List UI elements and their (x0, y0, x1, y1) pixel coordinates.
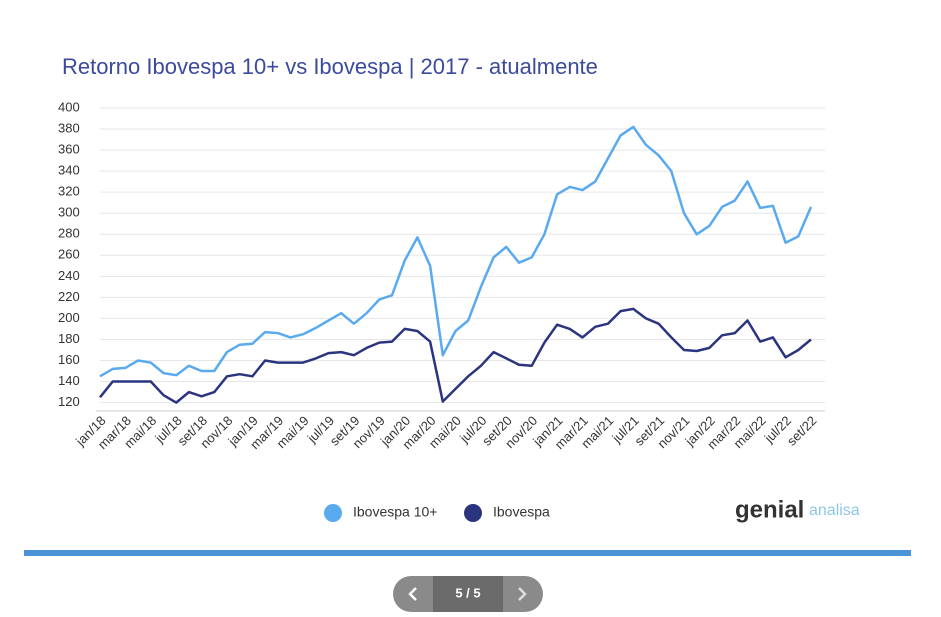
page-number: 5 / 5 (455, 585, 480, 600)
series-line (99, 125, 813, 378)
brand-name: genial (735, 496, 804, 523)
y-tick-label: 120 (58, 394, 80, 409)
y-tick-label: 360 (58, 142, 80, 157)
y-tick-label: 340 (58, 163, 80, 178)
legend-label: Ibovespa 10+ (353, 504, 437, 520)
brand-suffix: analisa (809, 502, 860, 519)
next-button[interactable] (518, 587, 527, 601)
y-tick-label: 260 (58, 247, 80, 262)
legend-marker (324, 504, 342, 522)
chart-title: Retorno Ibovespa 10+ vs Ibovespa | 2017 … (62, 54, 598, 79)
y-tick-label: 300 (58, 205, 80, 220)
y-tick-label: 140 (58, 373, 80, 388)
x-tick-label: set/22 (784, 413, 820, 449)
y-tick-label: 280 (58, 226, 80, 241)
y-tick-label: 380 (58, 120, 80, 135)
y-tick-label: 160 (58, 352, 80, 367)
prev-button[interactable] (408, 587, 417, 601)
series-line (99, 307, 812, 404)
y-tick-label: 220 (58, 289, 80, 304)
divider (24, 550, 911, 556)
y-tick-label: 180 (58, 331, 80, 346)
page-indicator (433, 576, 503, 612)
y-tick-label: 200 (58, 310, 80, 325)
legend-label: Ibovespa (493, 504, 550, 520)
y-tick-label: 400 (58, 99, 80, 114)
y-tick-label: 320 (58, 184, 80, 199)
plot: 120 140 160 180 200 220 240 260 280 300 320 340 360 3… (58, 99, 825, 452)
legend-marker (464, 504, 482, 522)
legend: Ibovespa 10+ Ibovespa (324, 504, 550, 522)
y-tick-label: 240 (58, 268, 80, 283)
